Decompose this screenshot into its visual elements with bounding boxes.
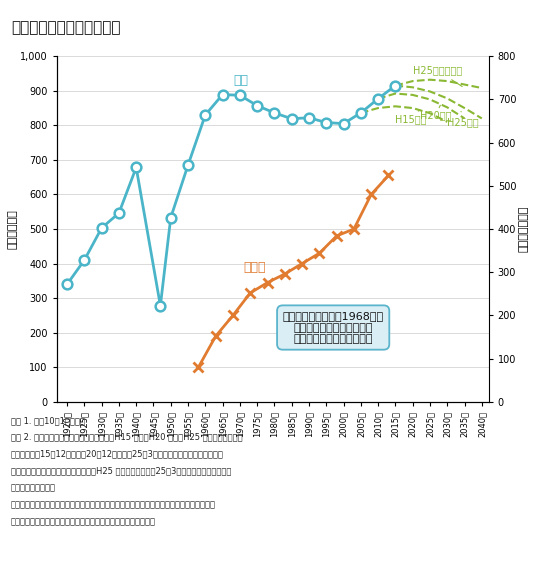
Text: H15推計: H15推計: [395, 110, 427, 124]
Text: 2. 人口の丸印は国勢調査による数値。H15 推計・H20 推計・H25 推計は、それぞれ: 2. 人口の丸印は国勢調査による数値。H15 推計・H20 推計・H25 推計は…: [11, 433, 242, 442]
Text: 人口: 人口: [233, 74, 248, 87]
Text: 注） 1. 各年10月1日時点。: 注） 1. 各年10月1日時点。: [11, 416, 85, 425]
Text: 問題研究所による将来推計。H25 推計（都）は平成25年3月における東京都による: 問題研究所による将来推計。H25 推計（都）は平成25年3月における東京都による: [11, 466, 231, 475]
Text: 東京都区部の人口は1968年の
既往ピーク水準を上回り、
住宅数も増加を続けている: 東京都区部の人口は1968年の 既往ピーク水準を上回り、 住宅数も増加を続けてい…: [282, 311, 384, 344]
Y-axis label: 住宅数（万戸）: 住宅数（万戸）: [519, 206, 529, 252]
Text: 住宅数: 住宅数: [244, 261, 266, 274]
Text: 将来推計。: 将来推計。: [11, 483, 56, 492]
Text: H25推計: H25推計: [447, 111, 479, 128]
Text: 東京都区部の人口と住宅数: 東京都区部の人口と住宅数: [11, 20, 120, 35]
Text: 総務省）資料をもとに三井住友トラスト基礎研究所作成: 総務省）資料をもとに三井住友トラスト基礎研究所作成: [11, 517, 156, 526]
Text: 平成15年12月・平成20年12月・平成25年3月における国立社会保障・人口: 平成15年12月・平成20年12月・平成25年3月における国立社会保障・人口: [11, 450, 224, 459]
Text: 出所）東京都、国立社会保障・人口問題研究所、総務省（総務庁、総理府）統計局（以下、: 出所）東京都、国立社会保障・人口問題研究所、総務省（総務庁、総理府）統計局（以下…: [11, 500, 216, 509]
Text: H20推計: H20推計: [420, 105, 451, 120]
Y-axis label: 人口（万人）: 人口（万人）: [7, 209, 17, 249]
Text: H25推計（都）: H25推計（都）: [413, 66, 462, 87]
